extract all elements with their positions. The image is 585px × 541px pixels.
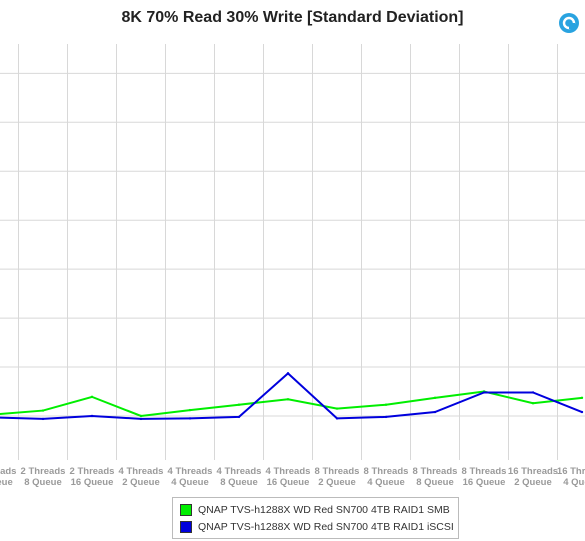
- data-point[interactable]: [531, 402, 535, 405]
- data-point[interactable]: [482, 391, 486, 394]
- data-point[interactable]: [237, 415, 241, 419]
- x-tick-label: 8 Threads 8 Queue: [413, 466, 458, 488]
- series-line-iscsi: [0, 372, 583, 420]
- data-point[interactable]: [188, 408, 192, 412]
- x-tick-label: 2 Threads 8 Queue: [21, 466, 66, 488]
- x-tick-label: 2 Threads 16 Queue: [70, 466, 115, 488]
- x-tick-label: 8 Threads 4 Queue: [364, 466, 409, 488]
- refresh-icon[interactable]: [558, 12, 580, 34]
- data-point[interactable]: [139, 414, 143, 418]
- data-point[interactable]: [433, 396, 437, 400]
- chart-legend: QNAP TVS-h1288X WD Red SN700 4TB RAID1 S…: [172, 497, 459, 539]
- legend-item-iscsi[interactable]: QNAP TVS-h1288X WD Red SN700 4TB RAID1 i…: [180, 519, 454, 535]
- plot-series: [0, 372, 584, 421]
- data-point[interactable]: [237, 403, 241, 406]
- data-point[interactable]: [335, 417, 339, 420]
- legend-item-smb[interactable]: QNAP TVS-h1288X WD Red SN700 4TB RAID1 S…: [180, 502, 450, 518]
- data-point[interactable]: [384, 403, 388, 406]
- data-point[interactable]: [580, 396, 584, 400]
- data-point[interactable]: [90, 414, 94, 418]
- data-point[interactable]: [286, 398, 290, 401]
- x-tick-label: 4 Threads 16 Queue: [266, 466, 311, 488]
- legend-label-iscsi: QNAP TVS-h1288X WD Red SN700 4TB RAID1 i…: [198, 521, 454, 533]
- data-point[interactable]: [41, 409, 45, 412]
- data-point[interactable]: [580, 410, 584, 414]
- data-point[interactable]: [41, 417, 45, 421]
- x-tick-label: 4 Threads 4 Queue: [168, 466, 213, 488]
- x-tick-label: 4 Threads 2 Queue: [119, 466, 164, 488]
- legend-label-smb: QNAP TVS-h1288X WD Red SN700 4TB RAID1 S…: [198, 504, 450, 516]
- data-point[interactable]: [335, 407, 339, 410]
- data-point[interactable]: [286, 372, 290, 375]
- legend-swatch-iscsi: [180, 521, 192, 533]
- x-tick-label: 8 Threads 16 Queue: [462, 466, 507, 488]
- x-tick-label: 16 Threads 2 Queue: [508, 466, 558, 488]
- data-point[interactable]: [531, 391, 535, 394]
- legend-swatch-smb: [180, 504, 192, 516]
- data-point[interactable]: [433, 410, 437, 414]
- data-point[interactable]: [90, 395, 94, 399]
- chart-title: 8K 70% Read 30% Write [Standard Deviatio…: [121, 9, 464, 26]
- data-point[interactable]: [384, 415, 388, 419]
- x-tick-label: 8 Threads 2 Queue: [315, 466, 360, 488]
- x-tick-label: 4 Threads 8 Queue: [217, 466, 262, 488]
- data-point[interactable]: [139, 417, 143, 421]
- series-line-smb: [0, 390, 583, 417]
- data-point[interactable]: [188, 417, 192, 420]
